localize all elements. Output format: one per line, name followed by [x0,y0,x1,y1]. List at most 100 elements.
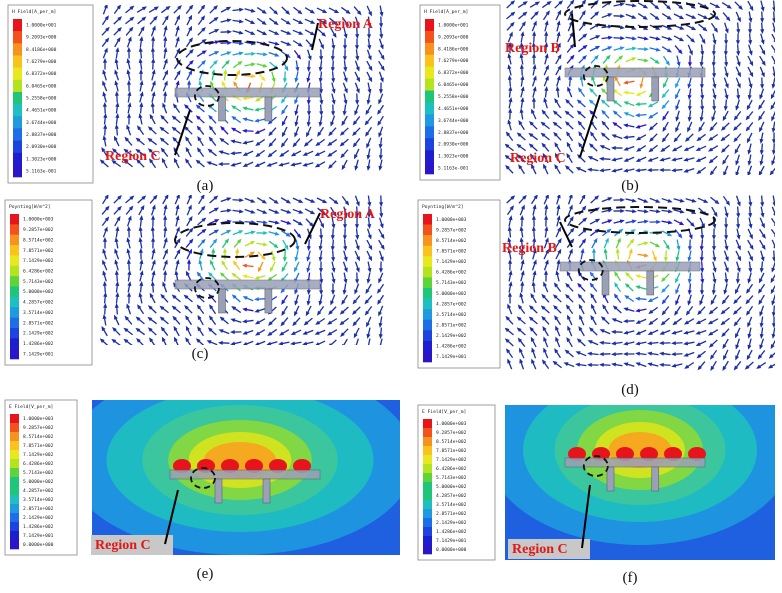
legend-swatch [423,267,432,278]
legend-label: 7.6279e+000 [438,58,469,64]
legend-swatch [10,531,19,540]
legend-swatch [423,482,432,491]
legend-label: 7.1429e+002 [23,452,54,458]
region-label: Region A [320,207,376,222]
structure [219,289,226,313]
legend-swatch [10,495,19,504]
legend-title: Poynting[W/m^2] [422,204,464,210]
legend-label: 2.8571e+002 [23,506,54,512]
legend-label: 8.5714e+002 [23,237,54,243]
legend-label: 7.1429e+002 [436,259,467,265]
legend-label: 6.0465e+000 [26,83,57,89]
legend-swatch [10,522,19,531]
region-label: Region C [510,151,566,166]
legend-label: 9.2857e+002 [436,430,467,436]
legend-swatch [13,128,22,140]
legend-swatch [10,307,19,318]
legend-label: 5.0000e+002 [23,289,54,295]
legend-swatch [13,43,22,55]
legend-label: 3.5714e+002 [23,497,54,503]
legend-swatch [423,351,432,362]
legend-swatch [10,287,19,298]
legend-swatch [425,114,434,126]
legend-swatch [423,536,432,545]
legend-label: 5.7143e+002 [436,475,467,481]
figure: H Field[A_per_m]1.0000e+0019.2093e+0008.… [0,0,782,593]
legend-label: 2.8571e+002 [436,511,467,517]
legend-label: 2.8571e+002 [436,323,467,329]
legend-label: 7.1429e+001 [23,533,54,539]
legend-label: 1.0000e+003 [23,416,54,422]
legend-swatch [423,518,432,527]
legend-label: 4.2857e+002 [436,493,467,499]
legend-swatch [10,245,19,256]
legend-label: 3.5714e+002 [436,502,467,508]
structure [219,97,226,121]
structure [602,271,609,295]
legend-swatch [10,423,19,432]
legend-label: 5.1163e-001 [26,168,57,174]
legend-swatch [10,338,19,349]
panel-caption: (c) [192,346,209,362]
legend-label: 9.2093e+000 [26,35,57,41]
legend-label: 0.0000e+000 [436,547,467,553]
legend-swatch [423,309,432,320]
legend-swatch [425,19,434,31]
legend-label: 7.1429e+001 [436,354,467,360]
legend-label: 1.4286e+002 [436,529,467,535]
legend-label: 1.0000e+003 [436,421,467,427]
legend-swatch [423,527,432,536]
legend-swatch [10,441,19,450]
legend-label: 2.1429e+002 [436,333,467,339]
legend-label: 8.4186e+000 [26,47,57,53]
legend-label: 7.1429e+001 [23,351,54,357]
structure [652,77,659,101]
legend-swatch [423,437,432,446]
legend-swatch [13,92,22,104]
legend-label: 9.2093e+000 [438,34,469,40]
legend-label: 5.7143e+002 [23,279,54,285]
legend-swatch [10,235,19,246]
legend-swatch [13,80,22,92]
legend-label: 7.8571e+002 [23,248,54,254]
legend-label: 2.0930e+000 [438,142,469,148]
legend-label: 5.2558e+000 [26,96,57,102]
legend-swatch [423,500,432,509]
legend-label: 8.5714e+002 [436,238,467,244]
legend-swatch [425,55,434,67]
legend-label: 2.8837e+000 [438,130,469,136]
legend-label: 1.3023e+000 [26,156,57,162]
legend-label: 8.5714e+002 [436,439,467,445]
legend-swatch [423,225,432,236]
structure [607,467,614,491]
legend-label: 9.2857e+002 [436,227,467,233]
panel-caption: (d) [621,382,639,398]
legend-swatch [13,116,22,128]
legend-swatch [10,297,19,308]
legend-label: 1.0000e+001 [26,23,57,29]
legend-label: 7.6279e+000 [26,59,57,65]
legend-label: 6.4286e+002 [23,268,54,274]
legend-label: 2.1429e+002 [23,515,54,521]
region-label: Region C [95,538,151,553]
legend-label: 5.0000e+002 [23,479,54,485]
legend-swatch [13,165,22,177]
region-label: Region A [318,17,374,32]
legend-swatch [10,414,19,423]
legend-swatch [425,162,434,174]
panel-caption: (e) [197,566,214,582]
structure [652,467,659,491]
legend-label: 5.2558e+000 [438,94,469,100]
legend-swatch [10,486,19,495]
legend-swatch [423,246,432,257]
legend-label: 1.4286e+002 [23,341,54,347]
legend-label: 9.2857e+002 [23,425,54,431]
legend-swatch [423,464,432,473]
legend-swatch [423,288,432,299]
legend-swatch [13,104,22,116]
legend-swatch [423,491,432,500]
legend-swatch [10,450,19,459]
legend-swatch [423,299,432,310]
panel-caption: (a) [197,178,214,194]
legend-label: 4.2857e+002 [23,300,54,306]
